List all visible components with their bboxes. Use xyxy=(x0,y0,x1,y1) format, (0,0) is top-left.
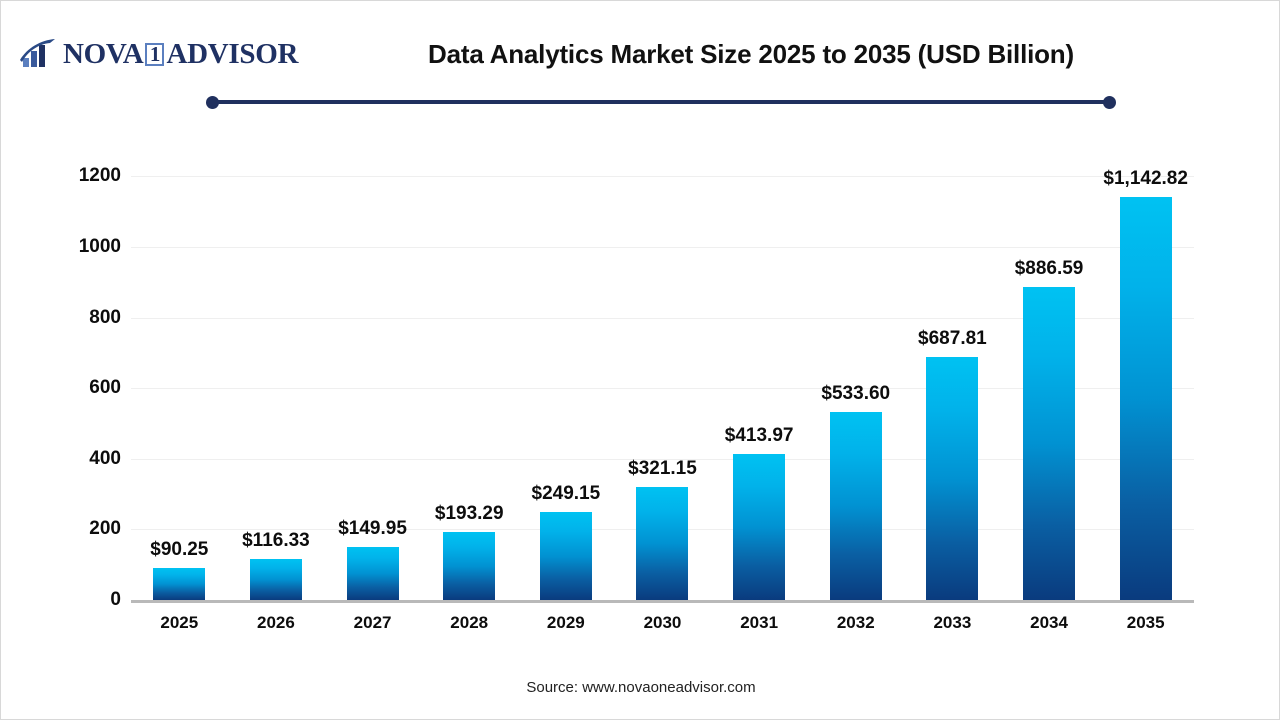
x-axis-tick-label: 2029 xyxy=(546,613,585,632)
divider-dot-right-icon xyxy=(1103,96,1116,109)
bar-chart-swoosh-icon xyxy=(20,39,55,67)
gridline xyxy=(131,317,1194,319)
y-axis-tick-label: 1000 xyxy=(78,235,121,257)
bar[interactable] xyxy=(829,411,882,600)
bar[interactable] xyxy=(1023,286,1076,600)
bar-group[interactable]: $149.95 2027 xyxy=(324,141,421,632)
x-axis-tick-label: 2034 xyxy=(1030,613,1068,632)
y-axis-tick-label: 1200 xyxy=(78,165,121,187)
bar-value-label: $413.97 xyxy=(724,424,794,446)
bar-group[interactable]: $533.60 2032 xyxy=(807,141,904,632)
x-axis-tick-label: 2028 xyxy=(450,613,489,632)
bar-group[interactable]: $116.33 2026 xyxy=(228,141,325,632)
bar[interactable] xyxy=(153,568,206,600)
bar-value-label: $1,142.82 xyxy=(1103,167,1188,189)
x-axis-tick-label: 2027 xyxy=(353,613,392,632)
x-axis-tick-label: 2031 xyxy=(740,613,779,632)
gridline xyxy=(131,246,1194,248)
bar-group[interactable]: $90.25 2025 xyxy=(131,141,228,632)
bar-value-label: $249.15 xyxy=(531,483,601,505)
bar-value-label: $687.81 xyxy=(918,328,987,350)
bar-value-label: $193.29 xyxy=(434,502,504,524)
bar[interactable] xyxy=(926,357,979,600)
y-axis-tick-label: 0 xyxy=(110,589,121,610)
bar-value-label: $90.25 xyxy=(150,539,209,561)
source-caption: Source: www.novaoneadvisor.com xyxy=(526,679,756,696)
gridline xyxy=(131,176,1194,178)
x-axis-baseline xyxy=(131,600,1194,603)
y-axis-tick-label: 600 xyxy=(89,377,121,399)
logo-badge-one: 1 xyxy=(145,42,165,66)
bar[interactable] xyxy=(539,512,592,600)
bar-value-label: $149.95 xyxy=(338,518,407,540)
divider-line xyxy=(212,100,1110,104)
y-axis-tick-label: 400 xyxy=(89,447,121,469)
bar-group[interactable]: $413.97 2031 xyxy=(711,141,808,632)
bar-group[interactable]: $193.29 2028 xyxy=(421,141,518,632)
bar-group[interactable]: $321.15 2030 xyxy=(614,141,711,632)
bar-group[interactable]: $687.81 2033 xyxy=(904,141,1001,632)
gridline xyxy=(131,458,1194,460)
x-axis-tick-label: 2032 xyxy=(836,613,875,632)
bar-value-label: $886.59 xyxy=(1014,257,1084,279)
page-title: Data Analytics Market Size 2025 to 2035 … xyxy=(428,39,1074,69)
gridline xyxy=(131,388,1194,390)
bar[interactable] xyxy=(1119,196,1172,600)
bar[interactable] xyxy=(346,547,399,600)
bar-group[interactable]: $249.15 2029 xyxy=(518,141,615,632)
x-axis-tick-label: 2026 xyxy=(257,613,295,632)
x-axis-tick-label: 2025 xyxy=(160,613,199,632)
x-axis-tick-label: 2033 xyxy=(933,613,972,632)
bar[interactable] xyxy=(249,558,302,600)
bar-value-label: $533.60 xyxy=(821,382,891,404)
logo-word-advisor: ADVISOR xyxy=(166,37,299,70)
title-divider xyxy=(206,96,1116,109)
logo-wordmark: NOVA 1 ADVISOR xyxy=(63,38,298,71)
y-axis-tick-label: 800 xyxy=(89,306,121,328)
bar-value-label: $321.15 xyxy=(628,457,697,479)
bar-chart-plot: 0 200 400 600 800 1000 1200 $90.25 2025 $116.33 2… xyxy=(79,141,1194,633)
logo-word-nova: NOVA xyxy=(63,37,144,70)
bar[interactable] xyxy=(443,531,496,600)
bar-group[interactable]: $886.59 2034 xyxy=(1001,141,1098,632)
bar-value-label: $116.33 xyxy=(242,529,310,551)
x-axis-tick-label: 2035 xyxy=(1126,613,1165,632)
y-axis-tick-label: 200 xyxy=(89,518,121,540)
bar[interactable] xyxy=(636,486,689,600)
x-axis-tick-label: 2030 xyxy=(643,613,682,632)
bar[interactable] xyxy=(733,453,786,600)
nova-one-advisor-logo: NOVA 1 ADVISOR xyxy=(19,34,298,74)
bar-group[interactable]: $1,142.82 2035 xyxy=(1097,141,1194,633)
